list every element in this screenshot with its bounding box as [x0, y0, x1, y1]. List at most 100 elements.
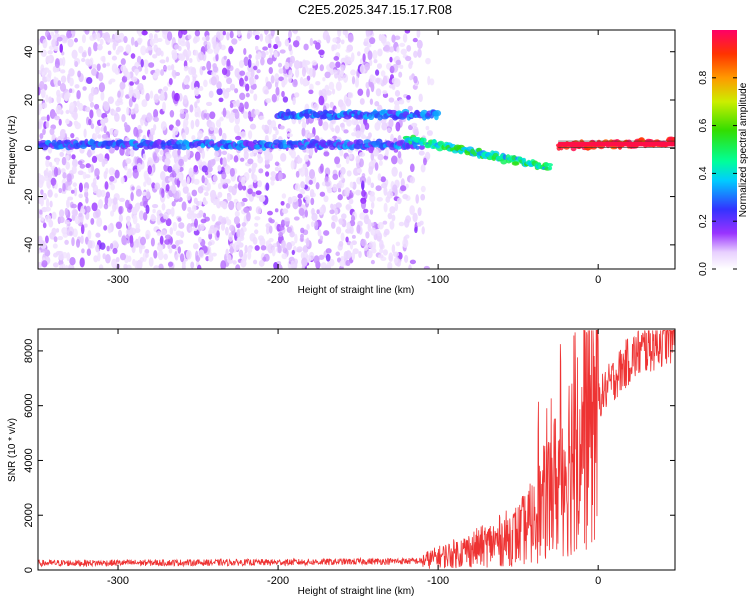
heatmap-cell [188, 210, 195, 216]
heatmap-cell [195, 255, 201, 262]
heatmap-cell [376, 63, 383, 70]
heatmap-cell [76, 90, 81, 100]
heatmap-cell [366, 88, 370, 98]
heatmap-cell [228, 200, 235, 211]
heatmap-cell [145, 204, 150, 215]
heatmap-cell [96, 32, 101, 42]
heatmap-cell [340, 39, 345, 45]
heatmap-cell [46, 114, 50, 122]
heatmap-cell [326, 34, 331, 44]
heatmap-cell [399, 42, 406, 48]
heatmap-cell [356, 51, 361, 57]
heatmap-cell [413, 75, 418, 84]
heatmap-cell [217, 165, 222, 172]
heatmap-cell [47, 34, 52, 41]
heatmap-cell [238, 60, 245, 68]
heatmap-cell [403, 238, 408, 245]
heatmap-cell [92, 88, 98, 95]
heatmap-cell [240, 259, 247, 268]
heatmap-cell [226, 219, 232, 226]
heatmap-cell [304, 129, 311, 139]
heatmap-cell [220, 200, 227, 208]
heatmap-cell [308, 89, 314, 95]
heatmap-cell [72, 182, 77, 187]
heatmap-cell [371, 248, 377, 254]
heatmap-cell [233, 241, 240, 251]
heatmap-cell [228, 45, 234, 55]
heatmap-cell [238, 249, 244, 258]
heatmap-cell [152, 152, 158, 162]
heatmap-cell [174, 71, 181, 77]
heatmap-cell [160, 121, 167, 131]
heatmap-cell [97, 43, 103, 51]
heatmap-cell [386, 190, 394, 199]
heatmap-cell [146, 191, 151, 198]
heatmap-cell [160, 229, 167, 236]
heatmap-cell [270, 180, 275, 186]
heatmap-cell [181, 179, 188, 188]
heatmap-cell [87, 149, 92, 158]
heatmap-cell [73, 106, 78, 113]
heatmap-cell [330, 203, 334, 210]
heatmap-cell [243, 251, 247, 262]
heatmap-cell [331, 69, 338, 75]
heatmap-cell [274, 208, 279, 213]
heatmap-cell [381, 122, 388, 131]
heatmap-cell [208, 252, 213, 263]
heatmap-cell [132, 169, 139, 179]
heatmap-cell [220, 260, 227, 269]
heatmap-cell [83, 223, 88, 228]
heatmap-cell [325, 248, 332, 254]
heatmap-cell [110, 183, 115, 191]
heatmap-cell [142, 153, 147, 161]
heatmap-cell [165, 184, 170, 192]
heatmap-cell [49, 128, 55, 136]
heatmap-cell [253, 93, 258, 102]
heatmap-cell [318, 95, 325, 106]
heatmap-cell [120, 176, 125, 184]
heatmap-cell [350, 69, 357, 76]
heatmap-cell [340, 167, 346, 175]
heatmap-cell [126, 170, 133, 179]
heatmap-cell [234, 88, 239, 94]
heatmap-cell [221, 67, 228, 76]
heatmap-cell [400, 178, 405, 188]
heatmap-cell [341, 213, 347, 220]
heatmap-cell [408, 264, 412, 269]
heatmap-cell [222, 30, 226, 36]
heatmap-cell [61, 227, 68, 235]
heatmap-cell [355, 124, 361, 133]
heatmap-cell [417, 48, 422, 58]
heatmap-cell [168, 247, 173, 254]
snr-x-tick-label: -100 [427, 575, 449, 587]
heatmap-cell [129, 234, 134, 244]
heatmap-cell [96, 217, 103, 228]
heatmap-cell [170, 207, 175, 217]
spectrogram-x-tick-label: 0 [595, 274, 601, 286]
heatmap-cell [195, 151, 201, 161]
heatmap-cell [325, 90, 332, 96]
heatmap-cell [85, 106, 91, 113]
heatmap-cell [360, 123, 365, 133]
heatmap-cell [85, 196, 89, 204]
heatmap-cell [183, 77, 189, 85]
heatmap-cell [248, 168, 252, 174]
heatmap-cell [235, 99, 240, 108]
heatmap-cell [246, 211, 251, 222]
heatmap-cell [100, 119, 105, 125]
heatmap-cell [203, 113, 208, 119]
heatmap-cell [346, 119, 352, 127]
heatmap-cell [354, 79, 359, 88]
heatmap-cell [52, 243, 58, 249]
heatmap-cell [313, 103, 319, 111]
heatmap-cell [399, 185, 407, 192]
heatmap-cell [270, 175, 277, 182]
heatmap-cell [255, 206, 262, 215]
heatmap-cell [160, 170, 166, 181]
heatmap-cell [47, 69, 52, 79]
heatmap-cell [159, 59, 166, 64]
heatmap-cell [167, 165, 173, 173]
heatmap-cell [251, 164, 256, 174]
heatmap-cell [393, 257, 399, 264]
heatmap-cell [88, 92, 94, 103]
